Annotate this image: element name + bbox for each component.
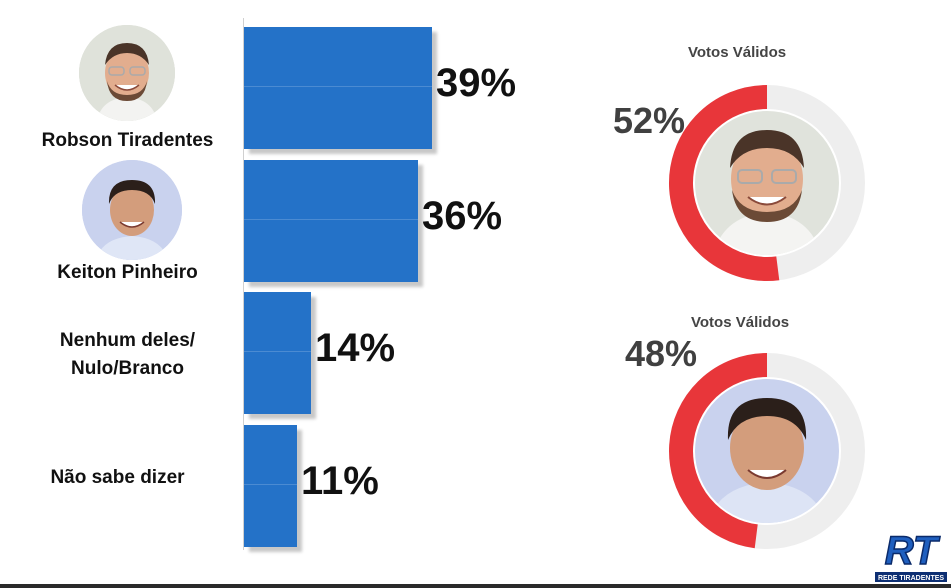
svg-text:REDE TIRADENTES: REDE TIRADENTES (878, 575, 944, 582)
rede-tiradentes-logo: RT REDE TIRADENTES (873, 524, 949, 584)
bar-nao-sabe (244, 425, 297, 547)
donut-2-photo (695, 379, 839, 523)
donut-1 (669, 85, 865, 281)
bar-robson (244, 27, 432, 149)
avatar-keiton (82, 160, 182, 260)
bar-axis (243, 18, 244, 550)
donut-1-title: Votos Válidos (688, 44, 787, 61)
bar-keiton (244, 160, 418, 282)
value-label-nenhum: 14% (315, 326, 396, 370)
donut-2-title: Votos Válidos (691, 314, 790, 331)
footer-divider (0, 584, 951, 588)
donut-1-photo (695, 111, 839, 255)
person-photo-icon (79, 25, 175, 121)
donut-1-arc (669, 85, 780, 281)
value-label-nao-sabe: 11% (301, 459, 379, 503)
donut-2 (669, 353, 865, 549)
bar-nenhum (244, 292, 311, 414)
svg-text:RT: RT (885, 529, 941, 573)
label-nao-sabe: Não sabe dizer (50, 467, 185, 488)
value-label-robson: 39% (436, 61, 517, 105)
donut-1-value: 52% (613, 100, 686, 141)
avatar-robson (79, 25, 175, 121)
label-robson: Robson Tiradentes (41, 130, 214, 151)
donut-2-value: 48% (625, 333, 698, 374)
value-label-keiton: 36% (422, 194, 503, 238)
donut-2-arc (669, 353, 768, 549)
label-keiton: Keiton Pinheiro (57, 262, 198, 283)
person-photo-icon (82, 160, 182, 260)
label-nenhum: Nenhum deles/ Nulo/Branco (59, 330, 196, 379)
